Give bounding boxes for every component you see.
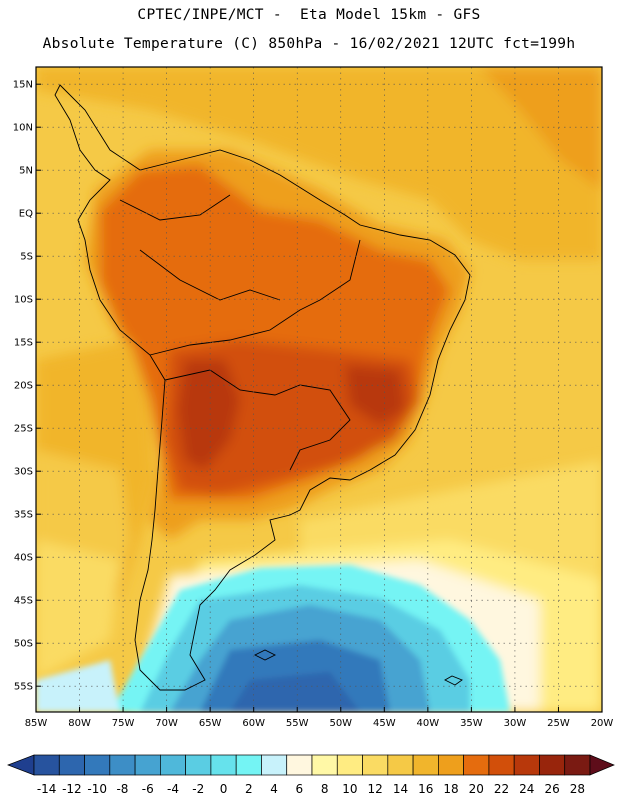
colorbar-swatch: [84, 754, 111, 776]
colorbar-label: 0: [220, 782, 228, 796]
colorbar-label: 8: [321, 782, 329, 796]
lat-tick-label: EQ: [19, 209, 33, 220]
colorbar-swatch: [261, 754, 288, 776]
colorbar-swatch: [362, 754, 389, 776]
map-frame: [35, 66, 603, 713]
colorbar-label: 16: [418, 782, 433, 796]
colorbar-swatch: [210, 754, 237, 776]
latitude-labels: 15N 10N 5N EQ 5S 10S 15S 20S 25S 30S 35S 40S 45S 50S 5…: [13, 80, 33, 693]
colorbar-label: 24: [519, 782, 534, 796]
colorbar-swatch: [33, 754, 60, 776]
lat-tick-label: 50S: [14, 639, 33, 650]
colorbar-label: -6: [142, 782, 154, 796]
lat-tick-label: 10N: [13, 123, 33, 134]
colorbar-label: 20: [469, 782, 484, 796]
colorbar-label: -8: [116, 782, 128, 796]
lon-tick-label: 75W: [112, 718, 135, 729]
colorbar-swatch: [539, 754, 566, 776]
map-subtitle: Absolute Temperature (C) 850hPa - 16/02/…: [42, 36, 576, 52]
lat-tick-label: 15N: [13, 80, 33, 91]
colorbar-label: -4: [167, 782, 179, 796]
colorbar-label: -12: [62, 782, 82, 796]
colorbar-swatch: [286, 754, 313, 776]
lon-tick-label: 35W: [460, 718, 483, 729]
lat-tick-label: 55S: [14, 682, 33, 693]
lon-tick-label: 65W: [199, 718, 222, 729]
lon-tick-label: 50W: [329, 718, 352, 729]
lon-tick-label: 25W: [547, 718, 570, 729]
colorbar-label: 12: [368, 782, 383, 796]
colorbar-swatch: [412, 754, 439, 776]
colorbar-swatch: [58, 754, 85, 776]
lon-tick-label: 20W: [591, 718, 614, 729]
lat-tick-label: 40S: [14, 553, 33, 564]
colorbar-swatch: [513, 754, 540, 776]
colorbar-swatch: [160, 754, 186, 776]
lat-tick-label: 15S: [14, 338, 33, 349]
colorbar-label: 6: [296, 782, 304, 796]
colorbar-swatch: [185, 754, 212, 776]
colorbar-label: -10: [87, 782, 107, 796]
lat-tick-label: 25S: [14, 424, 33, 435]
colorbar-label: -2: [192, 782, 204, 796]
colorbar-swatch: [134, 754, 161, 776]
colorbar-label: 2: [245, 782, 253, 796]
lat-tick-label: 45S: [14, 596, 33, 607]
colorbar-label: 26: [544, 782, 559, 796]
graticule: [35, 67, 603, 712]
colorbar-swatch: [336, 754, 363, 776]
lon-tick-label: 30W: [504, 718, 527, 729]
lon-tick-label: 60W: [242, 718, 265, 729]
colorbar-label: 14: [393, 782, 408, 796]
lon-tick-label: 80W: [68, 718, 91, 729]
colorbar-swatch: [564, 754, 591, 776]
colorbar-swatch: [311, 754, 338, 776]
lon-tick-label: 85W: [25, 718, 48, 729]
coastline-outline: [54, 84, 471, 691]
colorbar-labels: -14 -12 -10 -8 -6 -4 -2 0 2 4 6 8 10 12 14 16 18 20 22 24 26…: [37, 782, 585, 796]
colorbar-swatch: [463, 754, 490, 776]
colorbar-label: 28: [570, 782, 585, 796]
colorbar-underflow-triangle: [7, 754, 35, 776]
colorbar-label: -14: [37, 782, 57, 796]
colorbar-swatch: [438, 754, 464, 776]
colorbar-label: 4: [270, 782, 278, 796]
colorbar-label: 18: [443, 782, 458, 796]
colorbar-label: 22: [494, 782, 509, 796]
lon-tick-label: 40W: [417, 718, 440, 729]
colorbar-swatch: [387, 754, 414, 776]
lon-tick-label: 45W: [373, 718, 396, 729]
colorbar-label: 10: [342, 782, 357, 796]
temperature-field: [36, 67, 602, 712]
colorbar-overflow-triangle: [589, 754, 615, 776]
lat-tick-label: 35S: [14, 510, 33, 521]
lat-tick-label: 20S: [14, 381, 33, 392]
longitude-labels: 85W 80W 75W 70W 65W 60W 55W 50W 45W 40W 35W 30W 25W 2…: [25, 718, 614, 729]
lat-tick-label: 5N: [19, 166, 33, 177]
lat-tick-label: 10S: [14, 295, 33, 306]
lon-tick-label: 70W: [155, 718, 178, 729]
colorbar: [7, 754, 615, 776]
lat-tick-label: 5S: [20, 252, 33, 263]
colorbar-swatch: [235, 754, 262, 776]
map-title: CPTEC/INPE/MCT - Eta Model 15km - GFS: [137, 7, 481, 23]
colorbar-swatch: [109, 754, 136, 776]
lat-tick-label: 30S: [14, 467, 33, 478]
colorbar-swatch: [488, 754, 515, 776]
lon-tick-label: 55W: [286, 718, 309, 729]
